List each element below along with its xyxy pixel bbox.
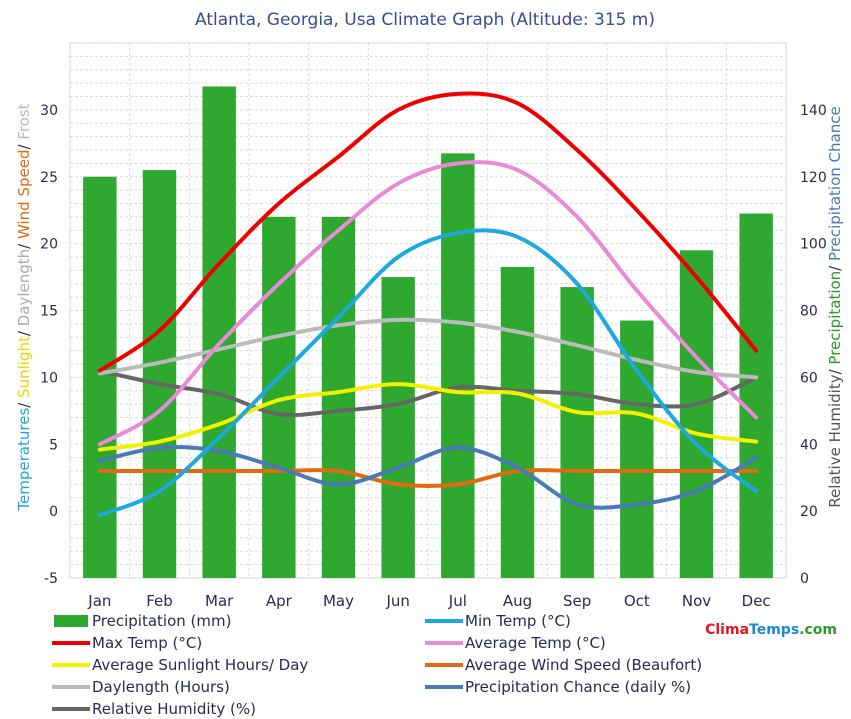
month-label-may: May xyxy=(323,592,354,610)
precipitation-bar-jan xyxy=(83,176,117,578)
right-tick-label: 60 xyxy=(800,370,818,386)
right-tick-label: 100 xyxy=(800,237,827,253)
series-line-precipitation-chance-daily xyxy=(97,444,759,510)
right-tick-label: 120 xyxy=(800,170,827,186)
legend-label: Max Temp (°C) xyxy=(92,634,202,652)
legend-item-average-wind-speed-beaufort: Average Wind Speed (Beaufort) xyxy=(425,656,702,674)
series-line-min-temp-c xyxy=(97,228,759,518)
legend-item-relative-humidity: Relative Humidity (%) xyxy=(52,700,256,718)
left-tick-label: -5 xyxy=(44,571,58,587)
legend-label: Average Sunlight Hours/ Day xyxy=(92,656,308,674)
grid xyxy=(69,42,787,579)
series-lines xyxy=(97,91,759,518)
precipitation-bar-dec xyxy=(739,213,773,578)
month-label-apr: Apr xyxy=(266,592,293,610)
month-label-feb: Feb xyxy=(146,592,173,610)
legend-item-average-sunlight-hours-day: Average Sunlight Hours/ Day xyxy=(52,656,308,674)
series-line-max-temp-c xyxy=(97,91,759,373)
legend-label: Daylength (Hours) xyxy=(92,678,230,696)
left-axis-ticks: -5 0 5 10 15 20 25 30 xyxy=(40,103,58,587)
left-tick-label: 25 xyxy=(40,170,58,186)
legend-label: Relative Humidity (%) xyxy=(92,700,256,718)
precipitation-bar-nov xyxy=(679,250,714,578)
month-labels: Jan Feb Mar Apr May Jun Jul Aug Sep Oct Nov Dec xyxy=(87,592,770,610)
month-label-nov: Nov xyxy=(682,592,711,610)
month-label-jul: Jul xyxy=(448,592,467,610)
series-line-average-wind-speed-beaufort xyxy=(97,468,759,489)
brand-logo: ClimaTemps.com xyxy=(705,622,837,638)
month-label-mar: Mar xyxy=(205,592,234,610)
left-tick-label: 30 xyxy=(40,103,58,119)
series-line-average-sunlight-hours-day xyxy=(97,382,759,452)
legend-item-max-temp-c: Max Temp (°C) xyxy=(52,634,202,652)
series-line-relative-humidity xyxy=(97,368,759,418)
left-tick-label: 15 xyxy=(40,304,58,320)
month-label-jun: Jun xyxy=(385,592,409,610)
month-label-aug: Aug xyxy=(503,592,532,610)
left-tick-label: 0 xyxy=(49,504,58,520)
precipitation-bar-feb xyxy=(142,170,177,578)
legend-item-min-temp-c: Min Temp (°C) xyxy=(425,612,571,630)
legend: Precipitation (mm) Min Temp (°C) Max Temp … xyxy=(52,612,702,718)
month-label-oct: Oct xyxy=(624,592,650,610)
precipitation-bar-aug xyxy=(500,267,535,578)
right-axis-ticks: 0 20 40 60 80 100 120 140 xyxy=(800,103,827,587)
month-label-jan: Jan xyxy=(87,592,111,610)
precipitation-bar-may xyxy=(321,216,356,578)
series-line-average-temp-c xyxy=(97,160,759,447)
legend-label: Precipitation (mm) xyxy=(92,612,231,630)
left-tick-label: 10 xyxy=(40,370,58,386)
right-axis-label: Relative Humidity/ Precipitation/ Precip… xyxy=(826,106,844,507)
legend-label: Average Wind Speed (Beaufort) xyxy=(465,656,702,674)
right-tick-label: 140 xyxy=(800,103,827,119)
legend-swatch xyxy=(54,615,88,627)
chart-title: Atlanta, Georgia, Usa Climate Graph (Alt… xyxy=(195,10,655,30)
right-tick-label: 0 xyxy=(800,571,809,587)
legend-item-precipitation-chance-daily: Precipitation Chance (daily %) xyxy=(425,678,691,696)
right-tick-label: 40 xyxy=(800,437,818,453)
left-axis-label: Temperatures/ Sunlight/ Daylength/ Wind … xyxy=(15,103,33,511)
legend-label: Min Temp (°C) xyxy=(465,612,571,630)
legend-item-daylength-hours: Daylength (Hours) xyxy=(52,678,230,696)
legend-item-average-temp-c: Average Temp (°C) xyxy=(425,634,606,652)
right-tick-label: 80 xyxy=(800,304,818,320)
precipitation-bar-jun xyxy=(381,277,415,578)
precipitation-bar-sep xyxy=(560,287,594,578)
month-label-dec: Dec xyxy=(742,592,771,610)
precipitation-bars xyxy=(83,86,773,578)
month-label-sep: Sep xyxy=(563,592,591,610)
legend-label: Precipitation Chance (daily %) xyxy=(465,678,691,696)
left-tick-label: 5 xyxy=(49,437,58,453)
left-tick-label: 20 xyxy=(40,237,58,253)
right-tick-label: 20 xyxy=(800,504,818,520)
legend-label: Average Temp (°C) xyxy=(465,634,606,652)
legend-item-precipitation-mm: Precipitation (mm) xyxy=(54,612,231,630)
precipitation-bar-jul xyxy=(441,153,475,578)
